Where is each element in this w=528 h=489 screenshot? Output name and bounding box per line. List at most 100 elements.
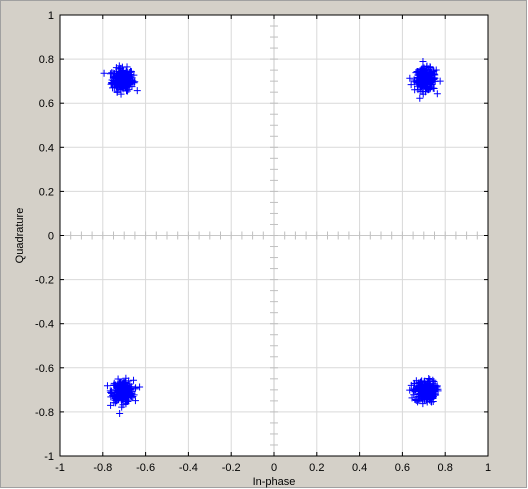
data-point	[116, 392, 124, 400]
x-tick-label: -0.6	[136, 462, 155, 474]
data-point	[406, 386, 414, 394]
data-point	[136, 383, 144, 391]
y-tick-label: 0	[48, 231, 54, 243]
data-point	[429, 384, 437, 392]
data-point	[420, 73, 428, 81]
data-point	[424, 386, 432, 394]
data-points	[100, 58, 444, 418]
data-point	[130, 391, 138, 399]
data-point	[433, 90, 441, 98]
y-tick-labels: -1 -0.8 -0.6 -0.4 -0.2 0 0.2 0.4 0.6 0.8 1	[35, 10, 488, 463]
data-point	[113, 88, 121, 96]
y-axis-label: Quadrature	[14, 208, 26, 264]
data-point	[110, 381, 118, 389]
data-point	[424, 391, 432, 399]
x-tick-label: 0.6	[395, 462, 410, 474]
y-tick-label: 0.2	[39, 186, 54, 198]
x-tick-label: 0.8	[438, 462, 453, 474]
data-point	[127, 67, 135, 75]
center-axis-ticks	[59, 14, 489, 457]
data-point	[416, 94, 424, 102]
data-point	[128, 78, 136, 86]
data-point	[124, 72, 132, 80]
x-tick-label: -0.8	[93, 462, 112, 474]
data-point	[409, 387, 417, 395]
data-point	[112, 64, 120, 72]
data-point	[431, 388, 439, 396]
data-point	[423, 396, 431, 404]
data-point	[112, 395, 120, 403]
data-point	[130, 376, 138, 384]
data-point	[423, 85, 431, 93]
data-point	[428, 73, 436, 81]
data-point	[407, 81, 415, 89]
data-point	[423, 62, 431, 70]
x-tick-label: 0	[271, 462, 277, 474]
y-tick-label: 0.8	[39, 54, 54, 66]
data-point	[124, 87, 132, 95]
y-tick-label: -0.2	[35, 275, 54, 287]
data-point	[109, 69, 117, 77]
data-point	[427, 72, 435, 80]
y-tick-label: 0.6	[39, 98, 54, 110]
data-point	[411, 86, 419, 94]
y-tick-label: 1	[48, 10, 54, 22]
x-tick-labels: -1 -0.8 -0.6 -0.4 -0.2 0 0.2 0.4 0.6 0.8 1	[55, 15, 491, 474]
data-point	[100, 69, 108, 77]
data-point	[125, 382, 133, 390]
y-tick-label: -0.4	[35, 319, 54, 331]
data-point	[118, 71, 126, 79]
data-point	[118, 403, 126, 411]
data-point	[114, 75, 122, 83]
x-tick-label: -0.2	[222, 462, 241, 474]
data-point	[103, 382, 111, 390]
data-point	[125, 74, 133, 82]
data-point	[111, 396, 119, 404]
x-tick-label: 0.4	[352, 462, 367, 474]
data-point	[121, 75, 129, 83]
data-point	[426, 81, 434, 89]
data-point	[133, 87, 141, 95]
data-point	[130, 71, 138, 79]
data-point	[433, 382, 441, 390]
y-tick-label: -1	[44, 451, 54, 463]
x-axis-label: In-phase	[253, 476, 296, 488]
y-tick-label: -0.8	[35, 407, 54, 419]
data-point	[114, 375, 122, 383]
data-point	[121, 391, 129, 399]
x-tick-label: 0.2	[309, 462, 324, 474]
data-point	[108, 80, 116, 88]
data-point	[418, 69, 426, 77]
data-point	[406, 74, 414, 82]
data-point	[427, 385, 435, 393]
data-point	[419, 58, 427, 66]
data-point	[410, 379, 418, 387]
data-point	[414, 387, 422, 395]
data-point	[426, 376, 434, 384]
data-point	[117, 396, 125, 404]
data-point	[123, 80, 131, 88]
data-point	[419, 90, 427, 98]
data-point	[429, 376, 437, 384]
x-tick-label: -1	[55, 462, 65, 474]
x-tick-label: 1	[485, 462, 491, 474]
data-point	[418, 377, 426, 385]
data-point	[425, 68, 433, 76]
data-point	[408, 394, 416, 402]
plot-border	[59, 14, 489, 457]
data-point	[114, 382, 122, 390]
data-point	[118, 63, 126, 71]
data-point	[429, 84, 437, 92]
data-point	[420, 388, 428, 396]
data-point	[414, 67, 422, 75]
y-tick-label: -0.6	[35, 363, 54, 375]
data-point	[417, 81, 425, 89]
data-point	[123, 397, 131, 405]
data-point	[413, 74, 421, 82]
data-point	[116, 410, 124, 418]
data-point	[131, 397, 139, 405]
data-point	[418, 395, 426, 403]
y-tick-label: 0.4	[39, 142, 54, 154]
data-point	[127, 389, 135, 397]
